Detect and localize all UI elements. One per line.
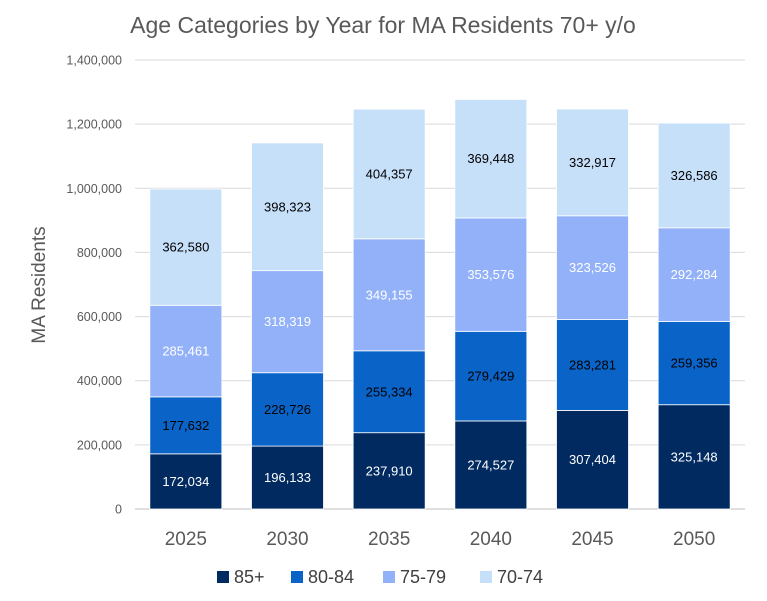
data-label: 332,917 <box>569 155 616 170</box>
data-label: 279,429 <box>467 369 514 384</box>
data-label: 228,726 <box>264 402 311 417</box>
bar-segment-70-74 <box>556 108 629 217</box>
legend-label: 75-79 <box>400 567 446 587</box>
data-label: 318,319 <box>264 314 311 329</box>
y-tick-label: 400,000 <box>77 374 122 388</box>
data-label: 285,461 <box>162 344 209 359</box>
data-label: 274,527 <box>467 457 514 472</box>
bar-segment-85- <box>352 432 426 510</box>
data-label: 196,133 <box>264 470 311 485</box>
bar-segment-70-74 <box>454 99 528 219</box>
y-axis-label: MA Residents <box>29 226 50 343</box>
bar-segment-75-79 <box>149 304 223 398</box>
x-tick-label: 2040 <box>470 529 512 550</box>
bar-segment-85- <box>149 453 223 510</box>
data-label: 307,404 <box>569 452 616 467</box>
legend-label: 85+ <box>234 567 265 587</box>
grid-lines <box>135 59 745 510</box>
y-tick-label: 1,400,000 <box>66 54 122 68</box>
bar-segment-85- <box>556 410 629 510</box>
legend-label: 80-84 <box>308 567 354 587</box>
legend-swatch <box>480 571 492 583</box>
bar-segment-85- <box>657 404 731 510</box>
data-label: 325,148 <box>671 449 718 464</box>
bar-segment-75-79 <box>454 217 528 332</box>
data-label: 237,910 <box>366 463 413 478</box>
data-label: 369,448 <box>467 151 514 166</box>
bar-segment-80-84 <box>657 321 731 406</box>
bar-segment-70-74 <box>251 142 324 272</box>
bar-segment-75-79 <box>657 227 731 322</box>
bar-segment-70-74 <box>149 188 223 306</box>
y-tick-label: 0 <box>115 503 122 517</box>
bar-segment-70-74 <box>352 108 426 240</box>
data-label: 259,356 <box>671 356 718 371</box>
data-label: 326,586 <box>671 168 718 183</box>
x-axis-ticks: 2025 2030 2035 2040 2045 2050 <box>165 529 716 550</box>
bar-segment-75-79 <box>556 215 629 320</box>
bar-segment-75-79 <box>352 238 426 352</box>
legend: 85+ 80-84 75-79 70-74 <box>217 567 543 587</box>
bar-segment-85- <box>454 420 528 510</box>
y-tick-label: 1,200,000 <box>66 118 122 132</box>
legend-swatch <box>291 571 303 583</box>
legend-label: 70-74 <box>497 567 543 587</box>
data-label: 362,580 <box>162 240 209 255</box>
y-tick-label: 600,000 <box>77 310 122 324</box>
chart-title: Age Categories by Year for MA Residents … <box>130 12 636 38</box>
y-tick-label: 1,000,000 <box>66 182 122 196</box>
y-tick-label: 200,000 <box>77 438 122 452</box>
legend-swatch <box>217 571 229 583</box>
data-label: 283,281 <box>569 357 616 372</box>
legend-swatch <box>383 571 395 583</box>
bar-segment-80-84 <box>149 396 223 455</box>
x-tick-label: 2050 <box>673 529 715 550</box>
x-tick-label: 2030 <box>266 529 308 550</box>
bar-segment-85- <box>251 445 324 510</box>
data-label: 349,155 <box>366 287 413 302</box>
data-label: 398,323 <box>264 199 311 214</box>
x-tick-label: 2035 <box>368 529 410 550</box>
data-label: 404,357 <box>366 166 413 181</box>
bar-segment-80-84 <box>352 350 426 434</box>
data-label: 292,284 <box>671 267 718 282</box>
y-axis-ticks: 0 200,000 400,000 600,000 800,000 1,000,000 1,… <box>66 54 122 517</box>
x-tick-label: 2045 <box>571 529 613 550</box>
x-tick-label: 2025 <box>165 529 207 550</box>
bars: 172,034 177,632 285,461 362,580 196,133 228,7… <box>149 99 731 510</box>
data-label: 255,334 <box>366 384 413 399</box>
data-label: 323,526 <box>569 260 616 275</box>
y-tick-label: 800,000 <box>77 246 122 260</box>
bar-segment-80-84 <box>556 319 629 411</box>
data-label: 177,632 <box>162 418 209 433</box>
bar-segment-70-74 <box>657 122 731 229</box>
data-label: 353,576 <box>467 267 514 282</box>
data-label: 172,034 <box>162 474 209 489</box>
